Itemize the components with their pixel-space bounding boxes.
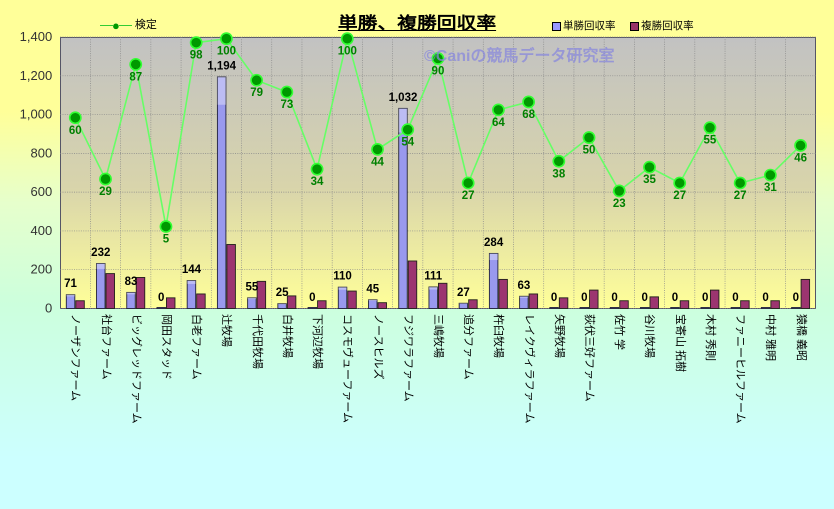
svg-text:79: 79 [250, 87, 263, 99]
svg-text:64: 64 [492, 117, 505, 129]
svg-text:83: 83 [125, 276, 138, 288]
svg-text:1,032: 1,032 [389, 92, 418, 104]
svg-text:38: 38 [552, 168, 565, 180]
svg-text:54: 54 [401, 137, 414, 149]
svg-text:100: 100 [338, 46, 357, 58]
svg-text:100: 100 [217, 46, 236, 58]
svg-text:31: 31 [764, 182, 777, 194]
svg-text:29: 29 [99, 186, 112, 198]
svg-text:1,000: 1,000 [20, 107, 53, 122]
svg-text:400: 400 [30, 223, 52, 238]
svg-text:1,200: 1,200 [20, 68, 53, 83]
svg-text:27: 27 [457, 287, 470, 299]
svg-text:0: 0 [732, 292, 738, 304]
svg-text:0: 0 [581, 292, 587, 304]
svg-text:35: 35 [643, 174, 656, 186]
svg-text:284: 284 [484, 237, 504, 249]
svg-text:90: 90 [432, 65, 445, 77]
svg-text:73: 73 [280, 99, 293, 111]
svg-text:0: 0 [611, 292, 617, 304]
svg-text:0: 0 [672, 292, 678, 304]
svg-text:110: 110 [333, 271, 352, 283]
svg-text:55: 55 [245, 281, 258, 293]
svg-text:68: 68 [522, 109, 535, 121]
svg-text:0: 0 [45, 301, 52, 316]
svg-text:5: 5 [163, 234, 170, 246]
svg-text:1,194: 1,194 [207, 60, 236, 72]
svg-text:63: 63 [517, 280, 530, 292]
svg-text:0: 0 [551, 292, 557, 304]
svg-text:200: 200 [30, 262, 52, 277]
svg-text:27: 27 [673, 190, 686, 202]
svg-text:0: 0 [762, 292, 768, 304]
svg-text:50: 50 [583, 145, 596, 157]
svg-text:0: 0 [309, 292, 315, 304]
svg-text:87: 87 [129, 71, 142, 83]
svg-text:0: 0 [702, 292, 708, 304]
svg-text:45: 45 [366, 283, 379, 295]
svg-text:800: 800 [30, 145, 52, 160]
svg-text:27: 27 [734, 190, 747, 202]
svg-text:60: 60 [69, 125, 82, 137]
svg-text:600: 600 [30, 184, 52, 199]
svg-text:0: 0 [793, 292, 799, 304]
svg-text:23: 23 [613, 198, 626, 210]
svg-text:25: 25 [276, 287, 289, 299]
svg-text:71: 71 [64, 278, 77, 290]
svg-text:34: 34 [311, 176, 324, 188]
svg-text:0: 0 [158, 292, 164, 304]
svg-text:98: 98 [190, 50, 203, 62]
svg-text:0: 0 [642, 292, 648, 304]
svg-text:27: 27 [462, 190, 475, 202]
svg-text:44: 44 [371, 156, 384, 168]
svg-text:111: 111 [424, 270, 443, 282]
svg-text:144: 144 [182, 264, 202, 276]
svg-text:46: 46 [794, 152, 807, 164]
svg-text:55: 55 [704, 135, 717, 147]
svg-text:232: 232 [91, 247, 110, 259]
